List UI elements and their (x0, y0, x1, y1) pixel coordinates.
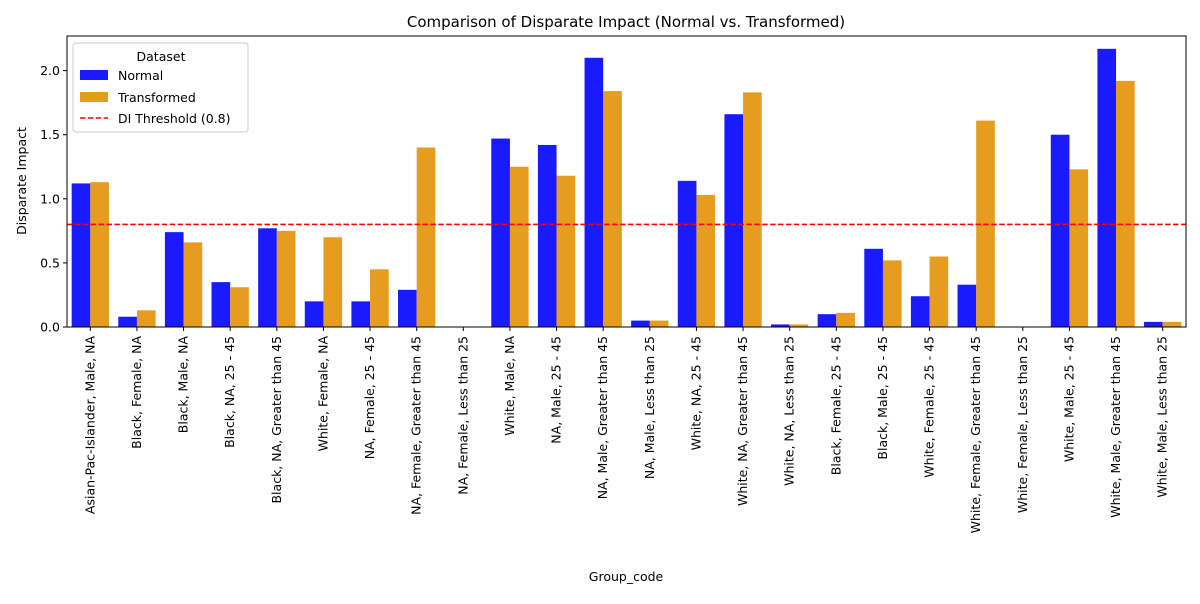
x-tick-label: Black, Female, NA (129, 336, 144, 449)
axes-layer (63, 35, 1187, 331)
x-tick-label: Black, NA, Greater than 45 (269, 336, 284, 504)
x-tick-label: NA, Female, Greater than 45 (409, 336, 424, 515)
bar-normal-10 (537, 144, 557, 327)
bar-transformed-7 (416, 147, 436, 327)
x-tick-label: NA, Male, Less than 25 (642, 336, 657, 479)
bar-normal-0 (71, 183, 91, 327)
bar-transformed-9 (509, 166, 529, 327)
bar-transformed-21 (1069, 169, 1089, 327)
x-tick-label: White, Female, Greater than 45 (968, 336, 983, 533)
bar-normal-2 (164, 232, 184, 327)
legend-title: Dataset (137, 49, 186, 64)
bar-transformed-3 (230, 287, 249, 327)
x-tick-label: White, Female, NA (315, 336, 330, 452)
x-tick-label: NA, Male, 25 - 45 (549, 336, 564, 444)
x-tick-label: White, Male, 25 - 45 (1061, 336, 1076, 462)
x-tick-label: Asian-Pac-Islander, Male, NA (82, 336, 97, 515)
x-tick-label: NA, Female, 25 - 45 (362, 336, 377, 459)
y-tick-label: 2.0 (40, 63, 60, 78)
bar-normal-1 (118, 316, 137, 327)
bar-normal-4 (258, 228, 277, 327)
y-tick-label: 1.0 (40, 191, 60, 206)
legend: Dataset Normal Transformed DI Threshold … (72, 42, 249, 133)
bar-transformed-4 (276, 230, 296, 327)
x-tick-labels: Asian-Pac-Islander, Male, NA Black, Femal… (82, 336, 1169, 534)
x-tick-label: White, NA, Less than 25 (782, 336, 797, 486)
bar-normal-11 (584, 57, 604, 328)
legend-label-threshold: DI Threshold (0.8) (118, 111, 231, 126)
bar-normal-13 (677, 180, 697, 327)
bar-transformed-17 (882, 260, 902, 327)
x-tick-label: Black, Male, NA (176, 336, 191, 434)
x-tick-label: White, Female, Less than 25 (1015, 336, 1030, 513)
bar-transformed-0 (90, 182, 109, 327)
x-tick-label: White, NA, 25 - 45 (688, 336, 703, 450)
bar-normal-9 (491, 138, 510, 327)
x-tick-label: White, Male, Greater than 45 (1108, 336, 1123, 518)
x-tick-label: NA, Male, Greater than 45 (595, 336, 610, 499)
x-tick-label: Black, Female, 25 - 45 (828, 336, 843, 475)
bar-normal-16 (817, 314, 837, 327)
bar-transformed-22 (1116, 80, 1135, 327)
bar-transformed-6 (370, 269, 389, 327)
plot-frame (66, 35, 1187, 328)
bar-transformed-14 (743, 92, 762, 327)
bar-transformed-12 (649, 320, 669, 327)
y-tick-label: 0.5 (40, 255, 60, 270)
bar-normal-6 (351, 301, 371, 327)
legend-label-transformed: Transformed (117, 90, 196, 105)
bar-normal-18 (910, 296, 930, 327)
bar-normal-15 (771, 324, 790, 327)
x-tick-label: White, Female, 25 - 45 (922, 336, 937, 478)
y-tick-labels: 0.0 0.5 1.0 1.5 2.0 (40, 63, 60, 334)
bar-transformed-1 (136, 310, 156, 327)
x-tick-label: White, Male, NA (502, 336, 517, 436)
bar-transformed-2 (183, 242, 203, 327)
bar-normal-3 (211, 282, 231, 327)
x-tick-label: White, NA, Greater than 45 (735, 336, 750, 506)
legend-swatch-transformed (80, 92, 108, 102)
bar-transformed-11 (603, 91, 622, 327)
x-tick-label: Black, NA, 25 - 45 (222, 336, 237, 448)
y-tick-label: 0.0 (40, 320, 60, 335)
bar-normal-21 (1050, 134, 1070, 327)
y-tick-label: 1.5 (40, 127, 60, 142)
x-tick-label: Black, Male, 25 - 45 (875, 336, 890, 460)
chart-title: Comparison of Disparate Impact (Normal v… (407, 13, 845, 31)
y-axis-label: Disparate Impact (14, 127, 29, 235)
bar-normal-12 (631, 320, 650, 327)
bar-normal-14 (724, 114, 744, 327)
bar-transformed-5 (323, 237, 343, 327)
bar-normal-22 (1097, 48, 1117, 327)
legend-frame (72, 42, 249, 133)
bar-transformed-18 (929, 256, 949, 327)
bar-normal-5 (304, 301, 324, 327)
x-tick-label: White, Male, Less than 25 (1155, 336, 1170, 498)
bar-transformed-15 (789, 324, 809, 327)
bar-normal-23 (1144, 321, 1163, 327)
bar-transformed-23 (1162, 321, 1182, 327)
legend-swatch-normal (80, 70, 108, 80)
bars-layer (71, 48, 1182, 328)
bar-normal-17 (864, 248, 883, 327)
bar-transformed-16 (836, 312, 855, 327)
bar-normal-19 (957, 284, 977, 327)
bar-transformed-10 (556, 175, 576, 327)
x-axis-label: Group_code (589, 569, 664, 584)
x-tick-label: NA, Female, Less than 25 (455, 336, 470, 495)
bar-transformed-13 (696, 194, 716, 327)
bar-normal-7 (398, 289, 417, 327)
legend-label-normal: Normal (118, 68, 163, 83)
